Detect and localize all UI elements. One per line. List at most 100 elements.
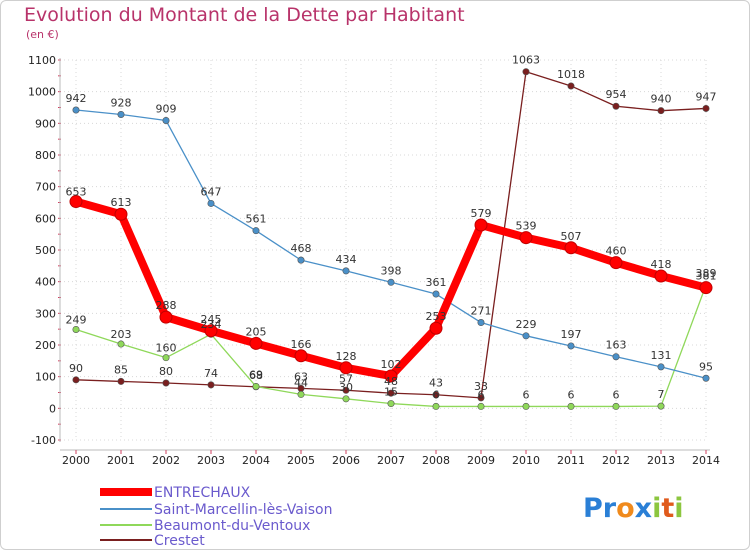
data-label: 69: [249, 368, 263, 381]
data-label: 460: [606, 245, 627, 258]
data-point: [612, 102, 620, 110]
data-label: 954: [606, 88, 627, 101]
y-tick-label: 900: [35, 117, 56, 130]
data-label: 1018: [557, 68, 585, 81]
data-label: 288: [156, 299, 177, 312]
x-tick-label: 2009: [467, 454, 495, 467]
data-point: [384, 369, 398, 383]
data-point: [477, 402, 485, 410]
data-label: 1063: [512, 54, 540, 67]
data-label: 6: [433, 388, 440, 401]
data-point: [702, 104, 710, 112]
data-point: [342, 386, 350, 394]
data-label: 30: [339, 381, 353, 394]
data-label: 166: [291, 338, 312, 351]
x-tick-label: 2005: [287, 454, 315, 467]
data-label: 44: [294, 376, 308, 389]
data-label: 928: [111, 96, 132, 109]
data-label: 361: [426, 276, 447, 289]
y-tick-label: -100: [31, 434, 56, 447]
data-label: 15: [384, 386, 398, 399]
data-label: 271: [471, 305, 492, 318]
data-point: [387, 400, 395, 408]
y-tick-label: 600: [35, 212, 56, 225]
data-label: 102: [381, 358, 402, 371]
data-point: [342, 267, 350, 275]
data-point: [72, 325, 80, 333]
data-point: [519, 231, 533, 245]
data-label: 539: [516, 220, 537, 233]
data-label: 249: [66, 313, 87, 326]
data-point: [657, 402, 665, 410]
data-point: [432, 402, 440, 410]
data-point: [387, 278, 395, 286]
y-tick-label: 200: [35, 339, 56, 352]
x-tick-label: 2012: [602, 454, 630, 467]
data-label: 160: [156, 342, 177, 355]
y-tick-label: 100: [35, 371, 56, 384]
data-label: 131: [651, 349, 672, 362]
data-point: [567, 82, 575, 90]
data-point: [474, 218, 488, 232]
data-point: [72, 376, 80, 384]
y-tick-label: 0: [49, 402, 56, 415]
data-point: [657, 363, 665, 371]
data-label: 653: [66, 186, 87, 199]
axes: -100 0 100 200 300 400 500 600 700 800 900 1000 1100…: [28, 54, 720, 467]
data-point: [522, 402, 530, 410]
proxiti-logo: Proxiti: [583, 493, 684, 524]
legend-label: Saint-Marcellin-lès-Vaison: [154, 502, 333, 518]
x-tick-label: 2006: [332, 454, 360, 467]
data-point: [612, 353, 620, 361]
data-point: [432, 290, 440, 298]
data-label: 205: [246, 325, 267, 338]
data-label: 947: [696, 90, 717, 103]
data-point: [114, 207, 128, 221]
data-point: [207, 199, 215, 207]
data-point: [522, 68, 530, 76]
y-tick-label: 300: [35, 307, 56, 320]
data-point: [432, 391, 440, 399]
legend-label: ENTRECHAUX: [154, 485, 251, 501]
series-ENTRECHAUX: [69, 195, 713, 383]
data-label: 85: [114, 363, 128, 376]
data-label: 43: [429, 377, 443, 390]
data-point: [207, 381, 215, 389]
data-label: 6: [568, 388, 575, 401]
data-point: [117, 377, 125, 385]
data-label: 434: [336, 253, 357, 266]
data-label: 253: [426, 310, 447, 323]
data-label: 197: [561, 328, 582, 341]
data-point: [252, 227, 260, 235]
data-label: 63: [294, 370, 308, 383]
data-label: 507: [561, 230, 582, 243]
data-point: [654, 269, 668, 283]
y-tick-label: 500: [35, 244, 56, 257]
legend: ENTRECHAUXSaint-Marcellin-lès-VaisonBeau…: [100, 485, 333, 549]
data-label: 6: [613, 388, 620, 401]
data-point: [117, 340, 125, 348]
data-label: 90: [69, 362, 83, 375]
data-label: 234: [201, 318, 222, 331]
data-point: [72, 106, 80, 114]
x-tick-label: 2004: [242, 454, 270, 467]
data-point: [297, 390, 305, 398]
data-point: [702, 374, 710, 382]
data-point: [567, 402, 575, 410]
data-point: [249, 336, 263, 350]
svg-text:Proxiti: Proxiti: [583, 493, 684, 524]
data-label: 229: [516, 318, 537, 331]
data-point: [297, 256, 305, 264]
x-tick-label: 2010: [512, 454, 540, 467]
y-tick-label: 700: [35, 181, 56, 194]
x-tick-label: 2001: [107, 454, 135, 467]
data-point: [429, 321, 443, 335]
x-tick-label: 2007: [377, 454, 405, 467]
data-point: [612, 402, 620, 410]
legend-label: Crestet: [154, 533, 205, 549]
data-label: 203: [111, 328, 132, 341]
data-point: [477, 319, 485, 327]
data-point: [477, 394, 485, 402]
